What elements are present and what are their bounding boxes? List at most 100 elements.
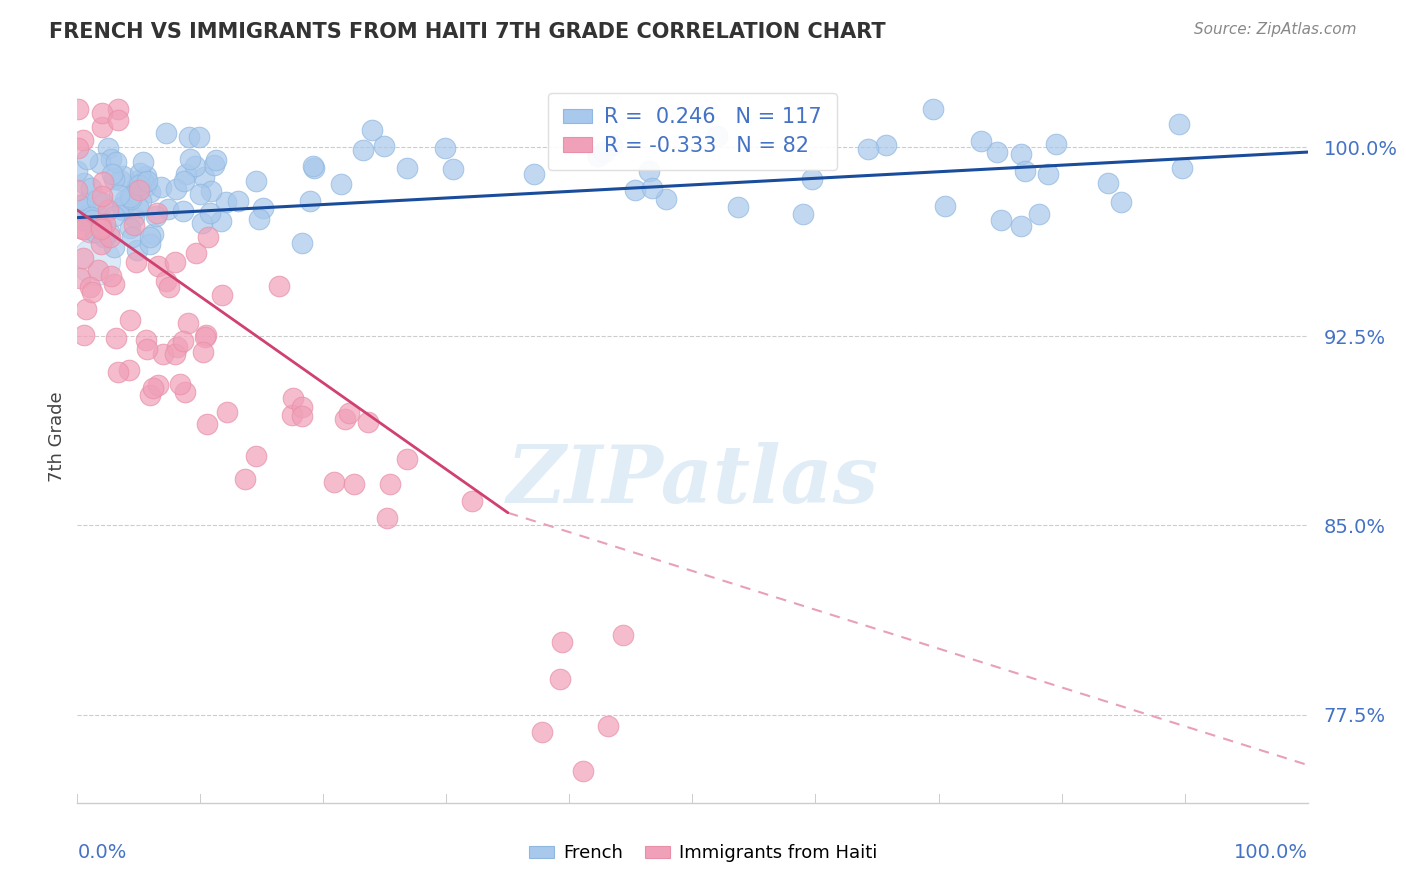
Point <box>1167 117 1189 131</box>
Point <box>75 195 97 210</box>
Point <box>91 196 114 211</box>
Point <box>90 189 112 203</box>
Point <box>114 193 136 207</box>
Point <box>118 362 141 376</box>
Point <box>67 102 90 116</box>
Point <box>858 142 880 156</box>
Point <box>173 384 195 399</box>
Point <box>91 175 114 189</box>
Point <box>531 725 554 739</box>
Point <box>84 253 107 268</box>
Point <box>322 475 344 489</box>
Point <box>120 189 142 203</box>
Legend: French, Immigrants from Haiti: French, Immigrants from Haiti <box>522 838 884 870</box>
Point <box>1028 207 1050 221</box>
Point <box>128 178 150 192</box>
Point <box>107 113 129 128</box>
Point <box>247 212 270 227</box>
Point <box>191 344 214 359</box>
Point <box>100 153 122 167</box>
Point <box>352 143 374 157</box>
Point <box>1109 194 1132 209</box>
Point <box>80 285 103 299</box>
Point <box>145 209 167 223</box>
Text: 100.0%: 100.0% <box>1233 843 1308 862</box>
Point <box>90 236 112 251</box>
Point <box>129 194 152 209</box>
Point <box>107 188 129 202</box>
Point <box>80 181 103 195</box>
Point <box>193 170 215 185</box>
Point <box>120 192 142 206</box>
Point <box>90 222 112 236</box>
Point <box>211 288 233 302</box>
Point <box>98 225 121 239</box>
Point <box>129 166 152 180</box>
Point <box>200 206 222 220</box>
Point <box>111 200 134 214</box>
Point <box>194 330 217 344</box>
Point <box>299 194 322 208</box>
Point <box>122 210 145 224</box>
Point <box>329 177 352 191</box>
Point <box>132 175 155 189</box>
Point <box>934 199 956 213</box>
Point <box>226 194 249 209</box>
Point <box>200 184 222 198</box>
Point <box>101 167 124 181</box>
Y-axis label: 7th Grade: 7th Grade <box>48 392 66 483</box>
Point <box>122 219 145 233</box>
Point <box>176 316 198 330</box>
Point <box>150 180 173 194</box>
Point <box>179 153 201 167</box>
Point <box>120 313 142 327</box>
Point <box>165 254 187 268</box>
Point <box>128 184 150 198</box>
Point <box>179 130 201 145</box>
Point <box>378 476 401 491</box>
Point <box>165 182 187 196</box>
Point <box>217 405 239 419</box>
Point <box>165 347 187 361</box>
Point <box>395 451 418 466</box>
Point <box>215 195 238 210</box>
Point <box>107 365 129 379</box>
Point <box>233 472 256 486</box>
Point <box>172 203 194 218</box>
Point <box>89 155 111 169</box>
Point <box>195 417 218 431</box>
Point <box>76 152 98 166</box>
Point <box>245 173 267 187</box>
Point <box>197 230 219 244</box>
Point <box>72 213 94 227</box>
Point <box>91 106 114 120</box>
Point <box>183 159 205 173</box>
Point <box>172 334 194 348</box>
Point <box>73 202 96 217</box>
Point <box>108 173 131 187</box>
Point <box>252 201 274 215</box>
Point <box>166 340 188 354</box>
Point <box>792 207 814 221</box>
Point <box>290 400 312 414</box>
Point <box>875 138 897 153</box>
Point <box>654 192 676 206</box>
Point <box>173 174 195 188</box>
Point <box>90 219 112 234</box>
Point <box>1097 177 1119 191</box>
Point <box>337 407 360 421</box>
Point <box>135 178 157 193</box>
Point <box>132 154 155 169</box>
Point <box>550 672 572 686</box>
Point <box>146 378 169 392</box>
Point <box>184 245 207 260</box>
Point <box>90 120 112 134</box>
Point <box>125 178 148 192</box>
Point <box>1010 219 1032 233</box>
Point <box>640 181 662 195</box>
Point <box>157 280 180 294</box>
Point <box>523 167 546 181</box>
Point <box>188 129 211 144</box>
Point <box>188 186 211 201</box>
Point <box>103 209 125 223</box>
